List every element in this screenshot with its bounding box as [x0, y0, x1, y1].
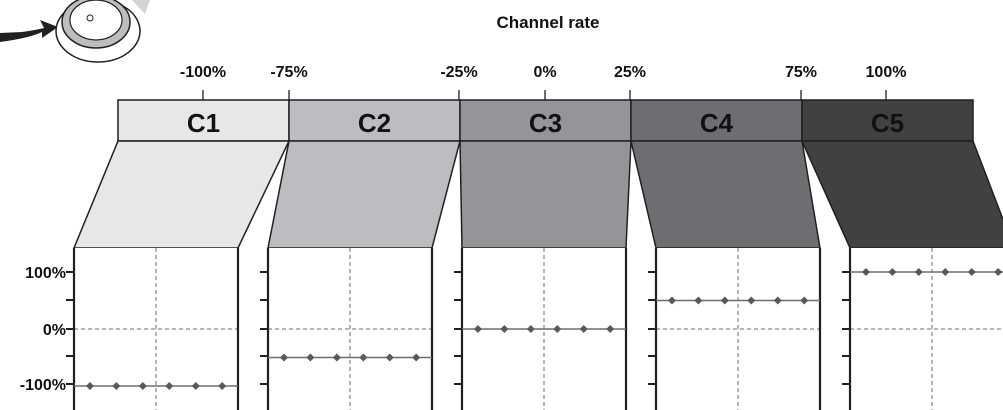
- channel-panel-c3: [454, 248, 628, 410]
- channel-panel-c2: [260, 248, 434, 410]
- level-marker: [694, 296, 703, 305]
- level-marker: [888, 268, 897, 276]
- channel-segment-c5: [801, 99, 974, 142]
- level-marker: [138, 382, 147, 390]
- level-marker: [941, 268, 950, 276]
- channel-label-c2: C2: [358, 108, 391, 138]
- level-marker: [112, 382, 121, 390]
- channel-projection-c5: [800, 140, 1003, 249]
- level-marker: [165, 382, 174, 390]
- scale-tick-label: -100%: [180, 64, 226, 81]
- channel-projection-c3: [459, 140, 632, 249]
- channel-segment-c2: [288, 99, 461, 142]
- channel-label-c4: C4: [700, 108, 734, 138]
- channel-panel-c5: [842, 248, 1003, 410]
- chart-title: Channel rate: [497, 13, 600, 32]
- level-marker: [967, 268, 976, 276]
- channel-projection-c4: [630, 140, 821, 249]
- level-marker: [667, 296, 676, 305]
- level-marker: [720, 296, 729, 305]
- level-marker: [85, 382, 94, 390]
- level-marker: [747, 296, 756, 305]
- y-axis-labels: 100% 0% -100%: [20, 265, 66, 394]
- scale-tick-label: 0%: [533, 64, 556, 81]
- level-marker: [606, 325, 615, 333]
- level-marker: [773, 296, 782, 305]
- scale-tick-label: 100%: [866, 64, 907, 81]
- level-marker: [191, 382, 200, 390]
- level-marker: [385, 353, 394, 362]
- level-marker: [306, 353, 315, 362]
- knob-icon: [55, 0, 150, 63]
- channel-panel-c4: [648, 248, 822, 410]
- level-marker: [553, 325, 562, 333]
- level-marker: [800, 296, 809, 305]
- y-axis-label: -100%: [20, 377, 66, 394]
- level-marker: [473, 325, 482, 333]
- level-marker: [218, 382, 227, 390]
- level-marker: [332, 353, 341, 362]
- y-axis-label: 100%: [25, 265, 66, 282]
- scale-tick-label: -25%: [440, 64, 477, 81]
- arrow-right-icon: [0, 20, 58, 42]
- scale-tick-label: -75%: [270, 64, 307, 81]
- channel-panels: [66, 248, 1003, 410]
- channel-label-c1: C1: [187, 108, 220, 138]
- level-marker: [861, 268, 870, 276]
- channel-segment-c3: [459, 99, 632, 142]
- channel-projection-c2: [267, 140, 461, 249]
- channel-projection-c1: [72, 140, 291, 249]
- channel-label-c3: C3: [529, 108, 562, 138]
- channel-bar: C1 C2 C3 C4 C5: [117, 99, 974, 142]
- scale-tick-label: 75%: [785, 64, 817, 81]
- channel-label-c5: C5: [871, 108, 904, 138]
- level-marker: [279, 353, 288, 362]
- channel-segment-c1: [117, 99, 290, 142]
- level-marker: [914, 268, 923, 276]
- channel-segment-c4: [630, 99, 803, 142]
- channel-panel-c1: [66, 248, 240, 410]
- level-marker: [412, 353, 421, 362]
- level-marker: [359, 353, 368, 362]
- level-marker: [526, 325, 535, 333]
- scale-tick-label: 25%: [614, 64, 646, 81]
- channel-projections: [72, 140, 1003, 249]
- level-marker: [579, 325, 588, 333]
- level-marker: [994, 268, 1003, 276]
- level-marker: [500, 325, 509, 333]
- y-axis-label: 0%: [43, 322, 66, 339]
